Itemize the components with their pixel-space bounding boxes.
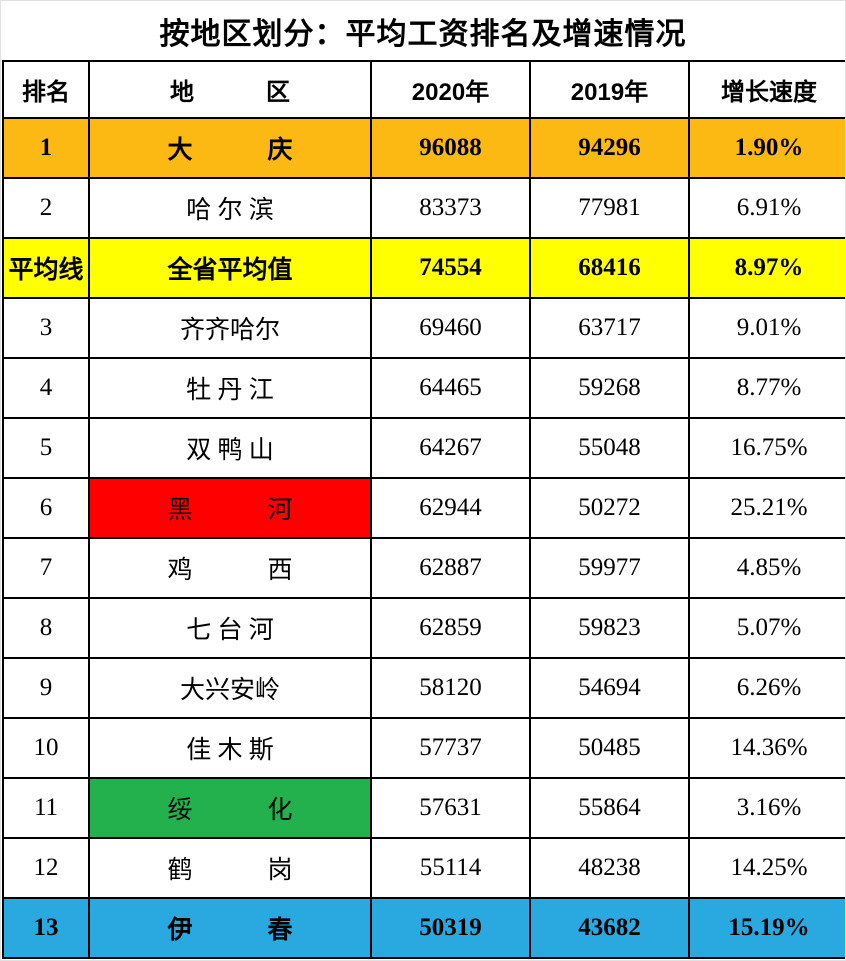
- table-row: 9 大兴安岭 58120 54694 6.26%: [2, 657, 845, 719]
- table-row: 13 伊 春 50319 43682 15.19%: [2, 897, 845, 959]
- growth-cell: 8.77%: [688, 357, 845, 419]
- rank-cell: 7: [2, 537, 90, 599]
- region-cell: 七 台 河: [88, 597, 372, 659]
- value-2020-cell: 62887: [370, 537, 531, 599]
- growth-cell: 3.16%: [688, 777, 845, 839]
- table-row: 5 双 鸭 山 64267 55048 16.75%: [2, 417, 845, 479]
- rank-cell: 12: [2, 837, 90, 899]
- table-row: 1 大 庆 96088 94296 1.90%: [2, 117, 845, 179]
- value-2020-cell: 69460: [370, 297, 531, 359]
- table-row: 8 七 台 河 62859 59823 5.07%: [2, 597, 845, 659]
- rank-cell: 平均线: [2, 237, 90, 299]
- rank-cell: 3: [2, 297, 90, 359]
- value-2019-cell: 50272: [529, 477, 690, 539]
- value-2019-cell: 50485: [529, 717, 690, 779]
- value-2019-cell: 68416: [529, 237, 690, 299]
- table-row: 4 牡 丹 江 64465 59268 8.77%: [2, 357, 845, 419]
- header-2020: 2020年: [370, 60, 531, 119]
- value-2020-cell: 50319: [370, 897, 531, 959]
- region-cell: 齐齐哈尔: [88, 297, 372, 359]
- region-cell: 哈 尔 滨: [88, 177, 372, 239]
- rank-cell: 9: [2, 657, 90, 719]
- growth-cell: 16.75%: [688, 417, 845, 479]
- value-2020-cell: 96088: [370, 117, 531, 179]
- table-row: 6 黑 河 62944 50272 25.21%: [2, 477, 845, 539]
- value-2020-cell: 58120: [370, 657, 531, 719]
- value-2020-cell: 57737: [370, 717, 531, 779]
- growth-cell: 15.19%: [688, 897, 845, 959]
- table-row: 11 绥 化 57631 55864 3.16%: [2, 777, 845, 839]
- growth-cell: 6.91%: [688, 177, 845, 239]
- growth-cell: 4.85%: [688, 537, 845, 599]
- header-row: 排名 地 区 2020年 2019年 增长速度: [2, 60, 845, 119]
- value-2019-cell: 63717: [529, 297, 690, 359]
- value-2020-cell: 64465: [370, 357, 531, 419]
- header-rank: 排名: [2, 60, 90, 119]
- rank-cell: 5: [2, 417, 90, 479]
- region-cell-highlight-red: 黑 河: [88, 477, 372, 539]
- table-row: 12 鹤 岗 55114 48238 14.25%: [2, 837, 845, 899]
- value-2020-cell: 62859: [370, 597, 531, 659]
- growth-cell: 25.21%: [688, 477, 845, 539]
- growth-cell: 14.25%: [688, 837, 845, 899]
- header-2019: 2019年: [529, 60, 690, 119]
- value-2019-cell: 59977: [529, 537, 690, 599]
- value-2019-cell: 77981: [529, 177, 690, 239]
- value-2019-cell: 59823: [529, 597, 690, 659]
- growth-cell: 6.26%: [688, 657, 845, 719]
- value-2019-cell: 43682: [529, 897, 690, 959]
- value-2019-cell: 59268: [529, 357, 690, 419]
- region-cell-highlight-green: 绥 化: [88, 777, 372, 839]
- region-cell: 牡 丹 江: [88, 357, 372, 419]
- growth-cell: 9.01%: [688, 297, 845, 359]
- region-cell: 伊 春: [88, 897, 372, 959]
- header-growth: 增长速度: [688, 60, 845, 119]
- table-row: 3 齐齐哈尔 69460 63717 9.01%: [2, 297, 845, 359]
- value-2020-cell: 74554: [370, 237, 531, 299]
- region-cell: 鸡 西: [88, 537, 372, 599]
- header-region: 地 区: [88, 60, 372, 119]
- rank-cell: 10: [2, 717, 90, 779]
- table-row: 7 鸡 西 62887 59977 4.85%: [2, 537, 845, 599]
- growth-cell: 5.07%: [688, 597, 845, 659]
- region-cell: 双 鸭 山: [88, 417, 372, 479]
- table-row: 2 哈 尔 滨 83373 77981 6.91%: [2, 177, 845, 239]
- region-cell: 大 庆: [88, 117, 372, 179]
- region-cell: 佳 木 斯: [88, 717, 372, 779]
- table-row: 10 佳 木 斯 57737 50485 14.36%: [2, 717, 845, 779]
- value-2019-cell: 55864: [529, 777, 690, 839]
- growth-cell: 14.36%: [688, 717, 845, 779]
- rank-cell: 11: [2, 777, 90, 839]
- rank-cell: 4: [2, 357, 90, 419]
- table-row-average: 平均线 全省平均值 74554 68416 8.97%: [2, 237, 845, 299]
- value-2019-cell: 48238: [529, 837, 690, 899]
- value-2019-cell: 55048: [529, 417, 690, 479]
- growth-cell: 8.97%: [688, 237, 845, 299]
- rank-cell: 6: [2, 477, 90, 539]
- value-2020-cell: 83373: [370, 177, 531, 239]
- rank-cell: 13: [2, 897, 90, 959]
- value-2019-cell: 94296: [529, 117, 690, 179]
- page-title: 按地区划分：平均工资排名及增速情况: [159, 17, 687, 51]
- growth-cell: 1.90%: [688, 117, 845, 179]
- region-cell: 鹤 岗: [88, 837, 372, 899]
- value-2020-cell: 62944: [370, 477, 531, 539]
- rank-cell: 8: [2, 597, 90, 659]
- value-2020-cell: 57631: [370, 777, 531, 839]
- value-2019-cell: 54694: [529, 657, 690, 719]
- value-2020-cell: 55114: [370, 837, 531, 899]
- rank-cell: 2: [2, 177, 90, 239]
- region-cell: 大兴安岭: [88, 657, 372, 719]
- wage-ranking-table: 排名 地 区 2020年 2019年 增长速度 1 大 庆 96088 9429…: [2, 60, 845, 959]
- region-cell: 全省平均值: [88, 237, 372, 299]
- value-2020-cell: 64267: [370, 417, 531, 479]
- rank-cell: 1: [2, 117, 90, 179]
